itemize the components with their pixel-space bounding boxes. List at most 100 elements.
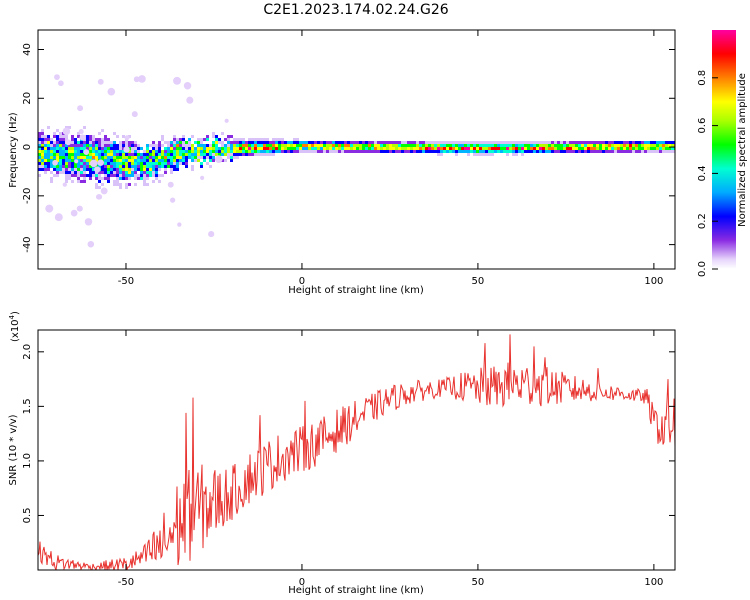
heatmap-cell (467, 147, 470, 150)
heatmap-cell (518, 144, 521, 147)
heatmap-cell (284, 147, 287, 150)
heatmap-cell (125, 141, 128, 144)
heatmap-cell (659, 150, 662, 153)
heatmap-cell (95, 138, 98, 141)
heatmap-speckle (224, 118, 229, 123)
heatmap-cell (89, 153, 92, 156)
heatmap-cell (197, 159, 200, 162)
heatmap-cell (599, 141, 602, 144)
heatmap-speckle (54, 74, 60, 80)
heatmap-cell (53, 150, 56, 153)
snr-series-line (38, 334, 675, 570)
heatmap-cell (107, 150, 110, 153)
snr-y-multiplier: (x104) (8, 311, 21, 342)
heatmap-cell (377, 147, 380, 150)
heatmap-cell (659, 141, 662, 144)
heatmap-cell (548, 144, 551, 147)
heatmap-cell (365, 150, 368, 153)
heatmap-cell (59, 165, 62, 168)
heatmap-cell (653, 150, 656, 153)
heatmap-cell (167, 144, 170, 147)
heatmap-cell (116, 174, 119, 177)
heatmap-cell (59, 132, 62, 135)
heatmap-cell (104, 135, 107, 138)
heatmap-cell (149, 168, 152, 171)
colorbar-tick-label: 0.8 (697, 70, 708, 86)
heatmap-cell (77, 132, 80, 135)
heatmap-cell (119, 177, 122, 180)
heatmap-cell (560, 147, 563, 150)
heatmap-cell (110, 147, 113, 150)
heatmap-cell (440, 141, 443, 144)
heatmap-cell (185, 141, 188, 144)
heatmap-cell (596, 150, 599, 153)
heatmap-cell (83, 162, 86, 165)
heatmap-cell (371, 147, 374, 150)
heatmap-cell (524, 150, 527, 153)
heatmap-cell (224, 153, 227, 156)
heatmap-cell (626, 150, 629, 153)
heatmap-cell (440, 147, 443, 150)
heatmap-cell (392, 144, 395, 147)
heatmap-cell (257, 147, 260, 150)
heatmap-cell (533, 144, 536, 147)
heatmap-cell (164, 168, 167, 171)
heatmap-cell (62, 171, 65, 174)
heatmap-speckle (170, 197, 176, 203)
heatmap-cell (587, 141, 590, 144)
heatmap-cell (626, 141, 629, 144)
heatmap-cell (443, 150, 446, 153)
heatmap-cell (287, 147, 290, 150)
heatmap-cell (152, 180, 155, 183)
heatmap-cell (158, 159, 161, 162)
heatmap-cell (122, 147, 125, 150)
heatmap-cell (302, 144, 305, 147)
colorbar: 0.0 0.2 0.4 0.6 0.8 Normalized spectral ampl… (697, 30, 748, 277)
heatmap-cell (227, 144, 230, 147)
heatmap-cell (329, 144, 332, 147)
heatmap-cell (215, 153, 218, 156)
heatmap-cell (419, 147, 422, 150)
heatmap-cell (203, 147, 206, 150)
heatmap-cell (53, 168, 56, 171)
heatmap-cell (353, 150, 356, 153)
heatmap-cell (173, 156, 176, 159)
heatmap-cell (95, 153, 98, 156)
heatmap-cell (347, 147, 350, 150)
heatmap-cell (482, 141, 485, 144)
heatmap-cell (191, 144, 194, 147)
heatmap-cell (122, 168, 125, 171)
heatmap-cell (170, 165, 173, 168)
heatmap-cell (365, 144, 368, 147)
heatmap-cell (185, 165, 188, 168)
heatmap-cell (77, 162, 80, 165)
heatmap-cell (83, 177, 86, 180)
heatmap-cell (392, 141, 395, 144)
heatmap-cell (53, 147, 56, 150)
heatmap-cell (218, 153, 221, 156)
heatmap-cell (344, 141, 347, 144)
heatmap-cell (119, 162, 122, 165)
heatmap-cell (134, 177, 137, 180)
heatmap-cell (524, 147, 527, 150)
heatmap-cell (137, 144, 140, 147)
heatmap-cell (335, 141, 338, 144)
heatmap-cell (299, 150, 302, 153)
heatmap-cell (155, 165, 158, 168)
heatmap-cell (491, 150, 494, 153)
heatmap-cell (68, 177, 71, 180)
heatmap-cell (128, 168, 131, 171)
heatmap-cell (140, 165, 143, 168)
heatmap-cell (260, 147, 263, 150)
heatmap-cell (92, 144, 95, 147)
heatmap-cell (227, 156, 230, 159)
heatmap-cell (563, 144, 566, 147)
heatmap-cell (137, 156, 140, 159)
snr-y-tick-label: 1.0 (22, 453, 33, 469)
heatmap-cell (644, 147, 647, 150)
heatmap-cell (554, 141, 557, 144)
heatmap-cell (128, 174, 131, 177)
heatmap-cell (275, 138, 278, 141)
heatmap-cell (551, 144, 554, 147)
